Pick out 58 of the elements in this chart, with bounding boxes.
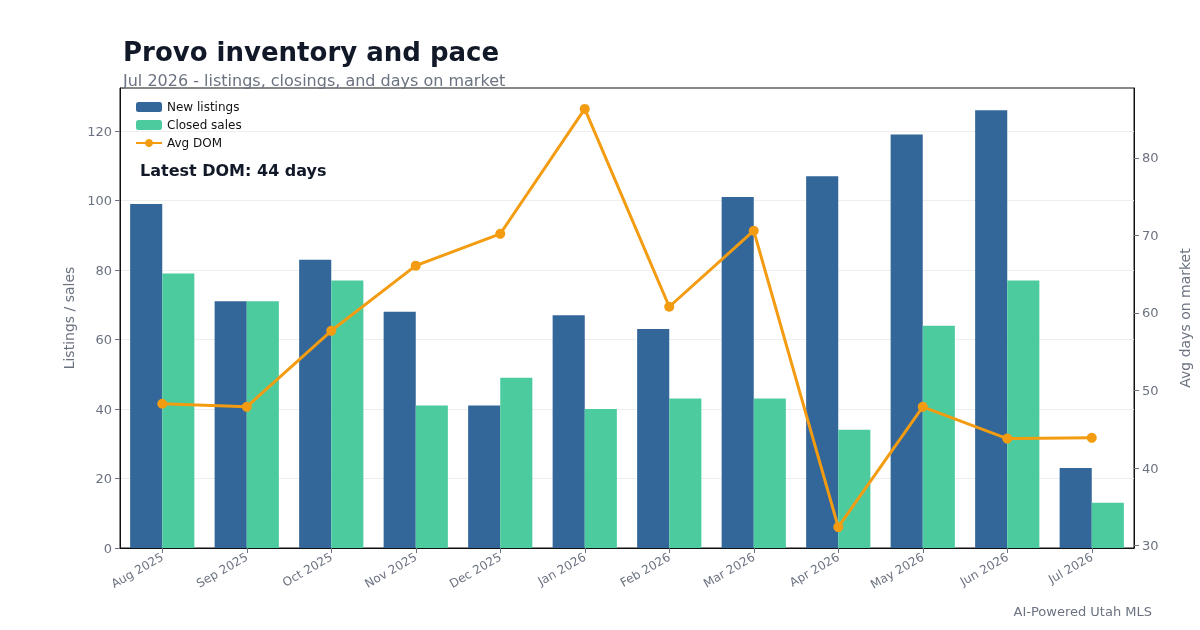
bar [637,329,670,548]
legend-label: Closed sales [167,118,242,132]
bar [162,273,195,548]
point [833,522,844,533]
point [241,401,252,412]
y-tick-label: 40 [95,401,112,417]
bar [552,315,585,548]
y-axis-title: Listings / sales [61,266,77,370]
y-tick-label: 60 [95,332,112,348]
chart-subtitle: Jul 2026 - listings, closings, and days on market [122,70,506,90]
bar [468,405,501,548]
point [917,401,928,412]
y2-tick-label: 40 [1142,460,1159,476]
y2-tick-label: 50 [1142,383,1159,399]
y2-tick-label: 60 [1142,305,1159,321]
bar [415,405,448,548]
bar [500,377,533,548]
bar [922,325,955,548]
y-tick-label: 120 [87,123,112,139]
bar [1091,502,1124,548]
bar [975,110,1008,548]
bar [806,176,839,548]
bar [1059,468,1092,548]
text: AI-Powered Utah MLS [1013,604,1152,619]
bar [669,398,702,548]
bar [838,429,871,548]
point [1086,432,1097,443]
annotation: Latest DOM: 44 days [140,160,327,180]
bar [753,398,786,548]
point [326,325,337,336]
bar [331,280,364,548]
y2-tick-label: 80 [1142,150,1159,166]
y2-tick-label: 70 [1142,227,1159,243]
point [157,398,168,409]
bar [130,204,163,548]
y-tick-label: 80 [95,262,112,278]
point [748,225,759,236]
y-tick-label: 0 [103,540,112,556]
chart-title: Provo inventory and pace [123,37,500,67]
bar [890,134,923,548]
point [664,301,675,312]
bar [299,259,332,548]
bar [721,197,754,548]
point [1002,433,1013,444]
point [495,228,506,239]
bar [214,301,247,548]
legend-label: New listings [167,100,240,114]
bar [584,409,617,548]
bar [246,301,279,548]
y2-axis-title: Avg days on market [1177,247,1193,388]
y-tick-label: 100 [87,193,112,209]
point [410,260,421,271]
y2-tick-label: 30 [1142,538,1159,554]
legend-label: Avg DOM [167,136,223,150]
bar [1007,280,1040,548]
y-tick-label: 20 [95,471,112,487]
point [579,103,590,114]
bar [383,311,416,548]
